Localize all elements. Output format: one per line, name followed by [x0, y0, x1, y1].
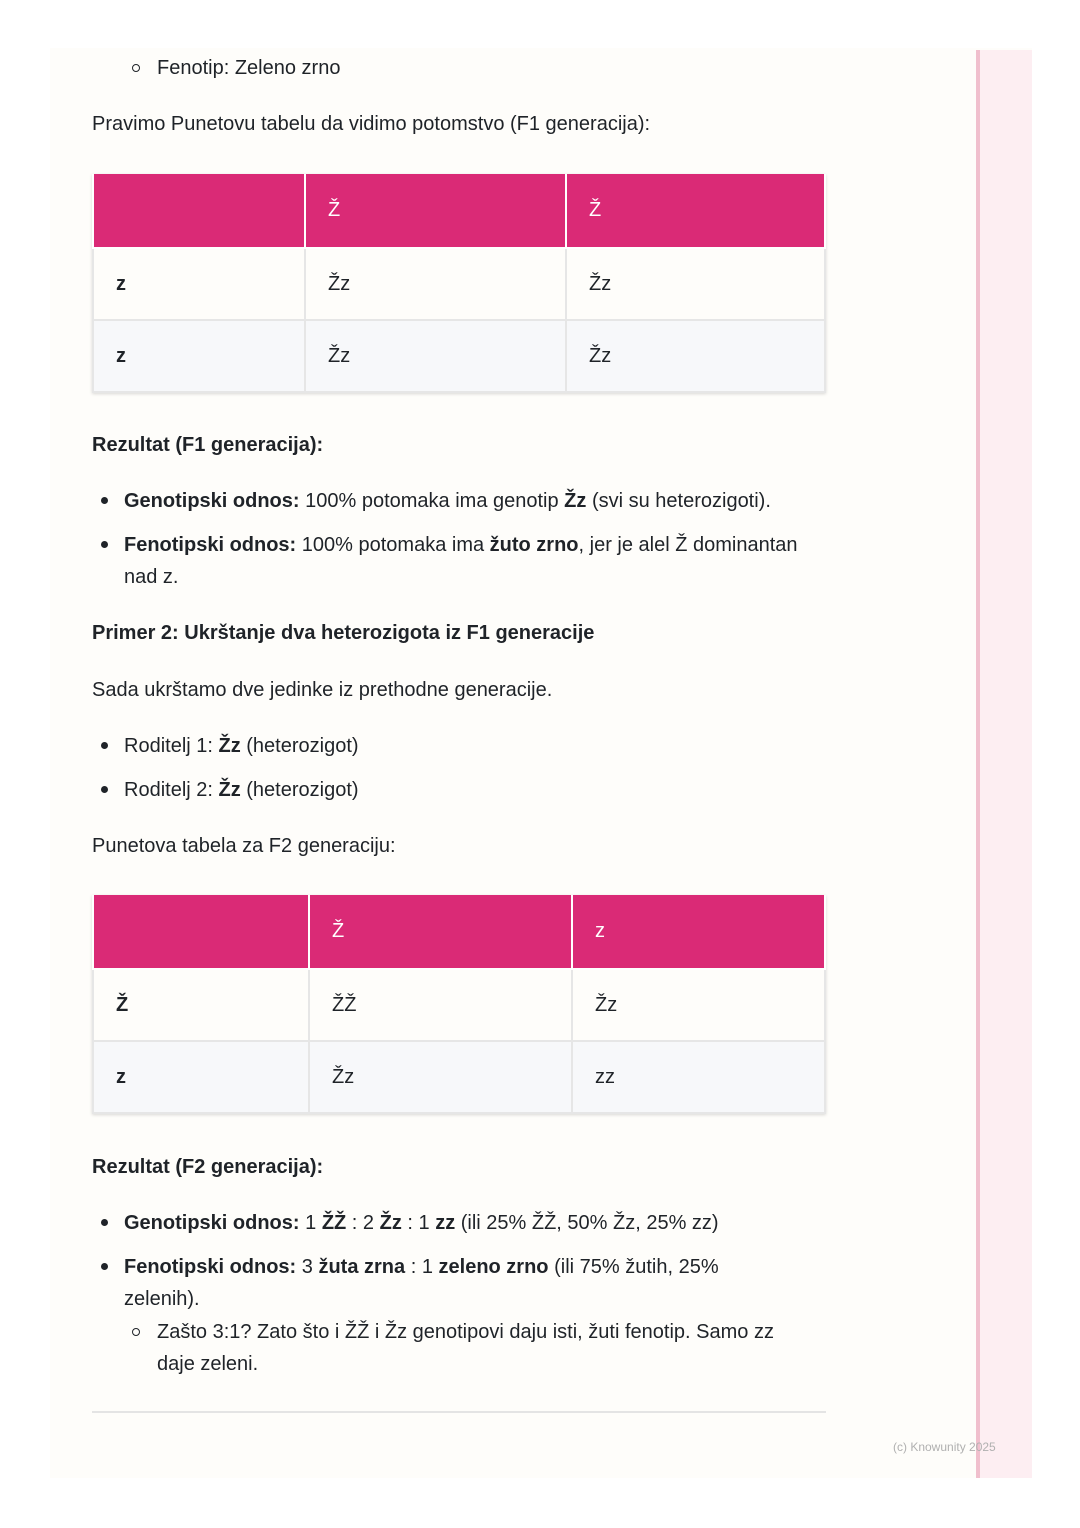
row-header: Ž	[92, 968, 310, 1042]
row-header: z	[92, 1040, 310, 1114]
row-header: z	[92, 247, 306, 321]
list-item: Fenotipski odnos: 100% potomaka ima žuto…	[124, 534, 798, 556]
bullet-icon	[101, 1219, 108, 1226]
header-cell: Ž	[304, 174, 567, 249]
list-item-cont: zelenih).	[124, 1288, 200, 1310]
sub-list-item: Zašto 3:1? Zato što i ŽŽ i Žz genotipovi…	[157, 1321, 774, 1343]
cell: ŽŽ	[308, 968, 573, 1042]
paragraph: Punetova tabela za F2 generaciju:	[92, 835, 396, 857]
bullet-icon	[101, 497, 108, 504]
bullet-icon	[101, 1263, 108, 1270]
cell: Žz	[308, 1040, 573, 1114]
cell: zz	[571, 1040, 826, 1114]
bullet-icon	[101, 786, 108, 793]
cell: Žz	[304, 319, 567, 393]
bullet-icon	[101, 541, 108, 548]
paragraph: Pravimo Punetovu tabelu da vidimo potoms…	[92, 113, 651, 135]
text: Fenotip: Zeleno zrno	[157, 57, 341, 79]
sub-list-item-cont: daje zeleni.	[157, 1353, 259, 1375]
bullet-icon	[101, 742, 108, 749]
heading: Rezultat (F1 generacija):	[92, 434, 324, 456]
list-item: Fenotipski odnos: 3 žuta zrna : 1 zeleno…	[124, 1256, 719, 1278]
list-item-cont: nad z.	[124, 566, 179, 588]
sub-bullet-icon	[132, 64, 140, 72]
list-item: Roditelj 2: Žz (heterozigot)	[124, 779, 359, 801]
header-cell: Ž	[565, 174, 826, 249]
divider	[92, 1411, 826, 1413]
row-header: z	[92, 319, 306, 393]
cell: Žz	[304, 247, 567, 321]
header-cell: z	[571, 895, 826, 970]
cell: Žz	[565, 319, 826, 393]
margin-line	[976, 50, 980, 1478]
list-item: Genotipski odnos: 1 ŽŽ : 2 Žz : 1 zz (il…	[124, 1212, 719, 1234]
copyright: (c) Knowunity 2025	[893, 1440, 996, 1454]
list-item: Roditelj 1: Žz (heterozigot)	[124, 735, 359, 757]
heading: Primer 2: Ukrštanje dva heterozigota iz …	[92, 622, 595, 644]
cell: Žz	[565, 247, 826, 321]
header-cell	[92, 174, 306, 249]
margin-strip	[980, 50, 1032, 1478]
header-cell: Ž	[308, 895, 573, 970]
heading: Rezultat (F2 generacija):	[92, 1156, 324, 1178]
cell: Žz	[571, 968, 826, 1042]
paragraph: Sada ukrštamo dve jedinke iz prethodne g…	[92, 679, 553, 701]
list-item: Genotipski odnos: 100% potomaka ima geno…	[124, 490, 771, 512]
sub-bullet-icon	[132, 1328, 140, 1336]
header-cell	[92, 895, 310, 970]
